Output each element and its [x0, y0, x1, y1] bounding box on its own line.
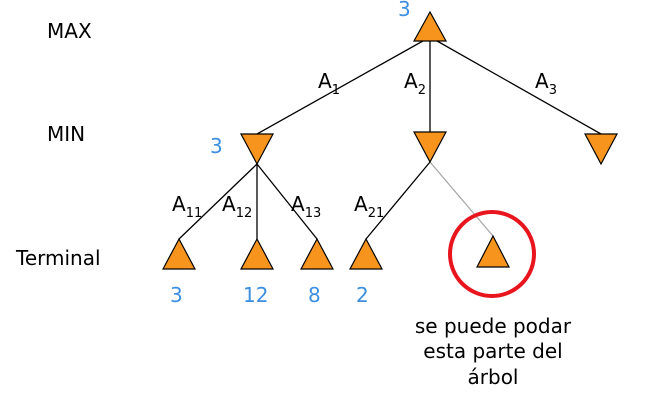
tree-nodes — [162, 10, 618, 270]
note-line-1: se puede podar — [415, 314, 572, 338]
min-node-left — [240, 133, 274, 166]
edge-pruned — [429, 161, 494, 237]
edge-a3 — [429, 36, 602, 135]
edge-label-a13: A13 — [291, 192, 321, 221]
terminal-node-2 — [240, 237, 274, 270]
pruning-note: se puede podar esta parte del árbol — [415, 314, 572, 389]
terminal-node-pruned — [476, 234, 510, 268]
pruned-highlight-circle — [448, 210, 536, 298]
edge-a11 — [178, 163, 258, 240]
root-value: 3 — [398, 0, 411, 21]
edge-a21 — [365, 161, 431, 240]
note-line-3: árbol — [468, 365, 519, 389]
min-left-value: 3 — [210, 134, 223, 158]
terminal-node-1 — [162, 237, 196, 270]
edge-a1 — [256, 36, 431, 135]
level-label-min: MIN — [47, 122, 85, 146]
edge-a13 — [256, 163, 318, 240]
edge-label-a21: A21 — [354, 192, 384, 221]
terminal-node-4 — [349, 237, 383, 270]
leaf-value-2: 12 — [243, 283, 268, 307]
leaf-value-3: 8 — [308, 283, 321, 307]
max-node-root — [412, 10, 448, 42]
edge-label-a1: A1 — [318, 69, 340, 98]
tree-edges — [178, 36, 602, 240]
level-label-max: MAX — [47, 19, 92, 43]
terminal-node-3 — [300, 237, 334, 270]
level-label-terminal: Terminal — [15, 246, 101, 270]
min-node-middle — [413, 131, 447, 164]
min-node-right — [584, 133, 618, 166]
leaf-value-1: 3 — [170, 283, 183, 307]
leaf-value-4: 2 — [356, 283, 369, 307]
edge-label-a12: A12 — [222, 192, 252, 221]
edge-label-a2: A2 — [404, 69, 426, 98]
note-line-2: esta parte del — [423, 339, 562, 363]
node-values: 3 3 3 12 8 2 — [170, 0, 411, 307]
edge-label-a11: A11 — [172, 192, 202, 221]
edge-label-a3: A3 — [535, 69, 557, 98]
